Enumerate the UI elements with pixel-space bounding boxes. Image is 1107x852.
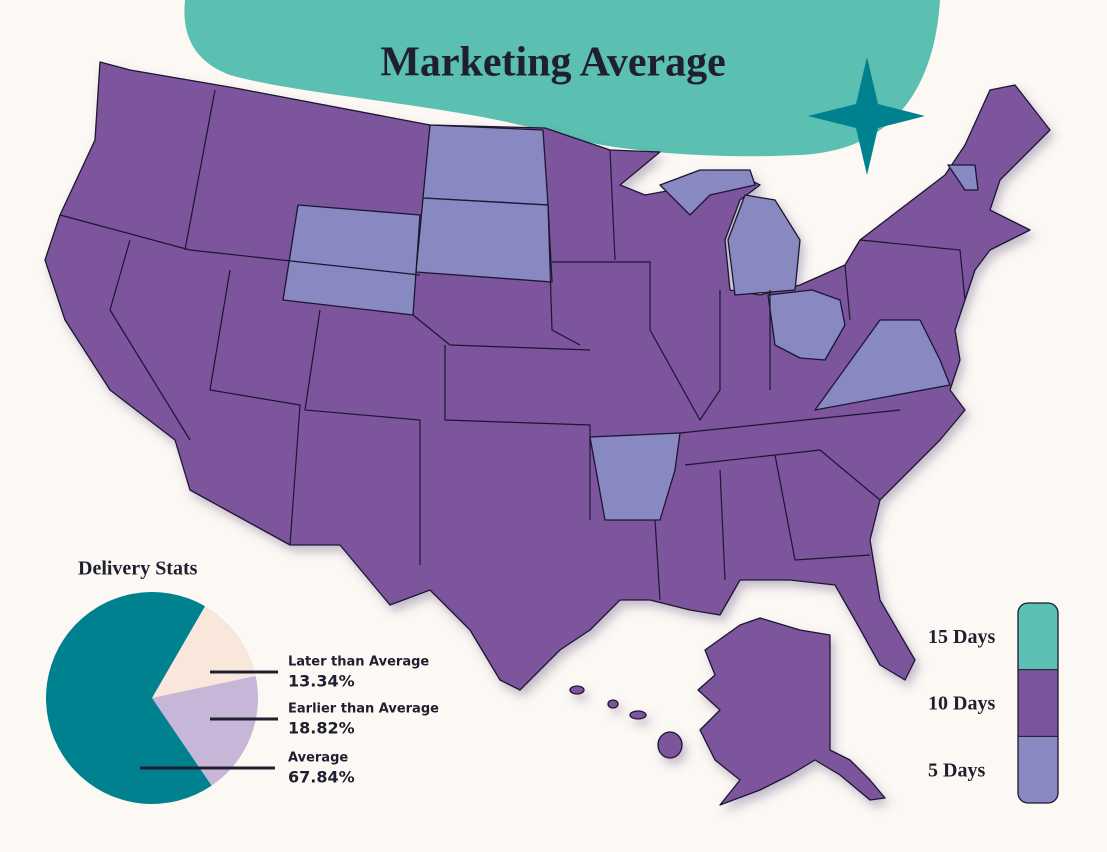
- title: Marketing Average: [380, 40, 726, 86]
- pie-slice: [152, 606, 256, 698]
- slice-label: Earlier than Average: [288, 702, 439, 717]
- star: [808, 57, 925, 175]
- state-5-days: [415, 197, 553, 283]
- slice-value: 18.82%: [288, 719, 355, 738]
- slice-label: Average: [288, 751, 348, 766]
- pie-slice: [46, 591, 212, 804]
- alaska: [697, 617, 886, 806]
- legend-swatch: [1018, 736, 1058, 803]
- legend-label: 10 Days: [928, 693, 995, 715]
- legend-label: 5 Days: [928, 759, 985, 781]
- state-5-days: [814, 319, 951, 411]
- legend-swatch: [1018, 603, 1058, 670]
- hawaii: [569, 685, 585, 695]
- state-5-days: [727, 194, 801, 296]
- pie-chart: Later than Average 13.34% Earlier than Ave…: [46, 591, 439, 804]
- slice-value: 13.34%: [288, 672, 355, 691]
- legend-outline: [1017, 602, 1059, 804]
- state-5-days: [659, 169, 756, 216]
- hawaii: [607, 699, 619, 709]
- state-5-days: [767, 289, 846, 361]
- hawaii: [657, 731, 683, 759]
- slice-value: 67.84%: [288, 768, 355, 787]
- us-map: [44, 61, 1051, 806]
- legend: 15 Days 10 Days 5 Days: [928, 602, 1059, 804]
- legend-label: 15 Days: [928, 626, 995, 648]
- state-5-days: [422, 124, 549, 206]
- state-borders: [59, 89, 966, 601]
- state-5-days: [282, 204, 421, 316]
- hawaii: [629, 710, 647, 720]
- state-5-days: [589, 432, 681, 521]
- header-blob: [184, 0, 941, 157]
- slice-label: Later than Average: [288, 655, 429, 670]
- state-5-days: [947, 164, 979, 191]
- legend-swatch: [1018, 669, 1058, 737]
- pie-slice: [152, 676, 258, 786]
- pie-title: Delivery Stats: [78, 558, 198, 580]
